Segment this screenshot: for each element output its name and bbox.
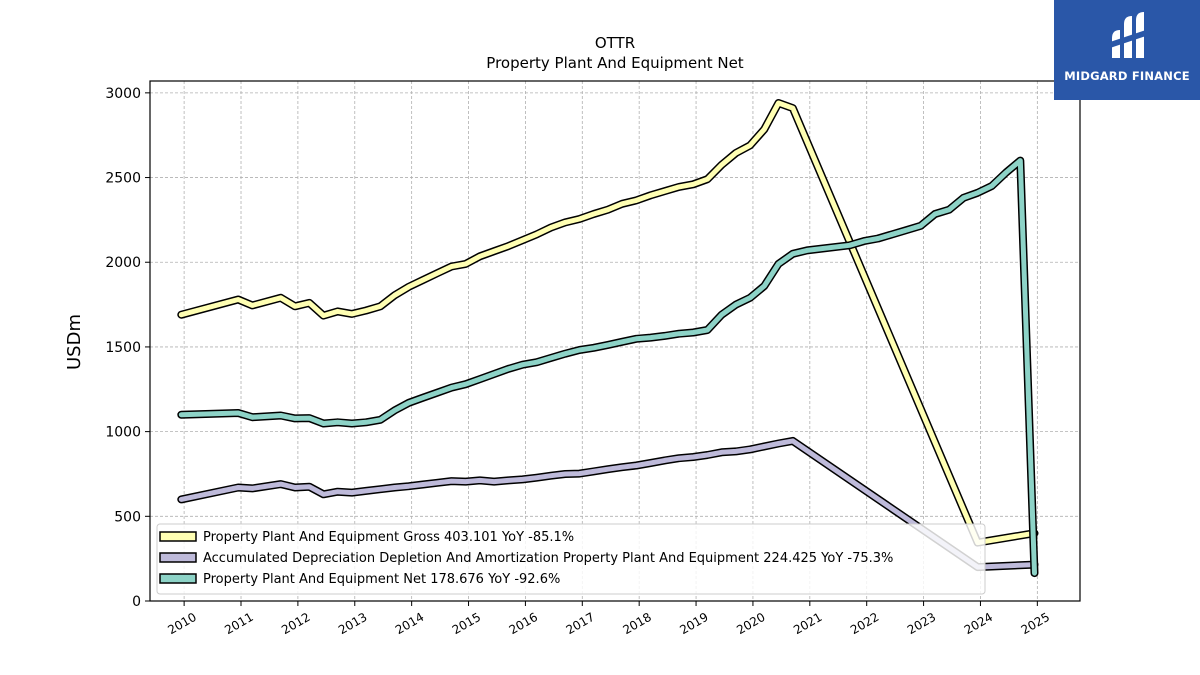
y-tick-label: 3000 [105, 86, 141, 102]
brand-mark-icon [1110, 12, 1146, 58]
series-line-outline [177, 99, 1039, 547]
series-line [178, 158, 1037, 576]
x-tick-label: 2018 [620, 610, 653, 637]
x-tick-label: 2021 [791, 610, 824, 637]
legend: Property Plant And Equipment Gross 403.1… [156, 523, 986, 595]
chart-title: OTTR [595, 34, 635, 52]
x-tick-label: 2011 [222, 610, 255, 637]
y-tick-label: 2500 [105, 171, 141, 187]
legend-swatch [159, 573, 197, 584]
legend-swatch [159, 552, 197, 563]
brand-name: MIDGARD FINANCE [1064, 69, 1190, 83]
legend-entry: Property Plant And Equipment Net 178.676… [203, 572, 560, 587]
y-tick-label: 2000 [105, 255, 141, 271]
series-line [178, 100, 1037, 546]
y-tick-label: 500 [114, 509, 141, 525]
legend-entry: Accumulated Depreciation Depletion And A… [203, 551, 893, 566]
chart-subtitle: Property Plant And Equipment Net [486, 54, 743, 72]
x-tick-label: 2016 [507, 610, 540, 637]
plot-lines [177, 99, 1039, 578]
x-tick-label: 2020 [734, 610, 767, 637]
x-tick-label: 2015 [450, 610, 483, 637]
y-tick-label: 1000 [105, 425, 141, 441]
x-tick-label: 2023 [905, 610, 938, 637]
x-tick-label: 2017 [564, 610, 597, 637]
y-axis-label: USDm [64, 314, 85, 370]
legend-swatch [159, 531, 197, 542]
plot-frame [149, 80, 1081, 602]
x-tick-label: 2019 [677, 610, 710, 637]
brand-logo: MIDGARD FINANCE [1054, 0, 1200, 100]
x-tick-label: 2014 [393, 610, 426, 637]
legend-box [156, 523, 986, 595]
legend-entry: Property Plant And Equipment Gross 403.1… [203, 530, 574, 545]
x-tick-label: 2024 [962, 610, 995, 637]
x-tick-label: 2022 [848, 610, 881, 637]
x-tick-label: 2013 [336, 610, 369, 637]
x-tick-label: 2012 [279, 610, 312, 637]
x-tick-label: 2010 [165, 610, 198, 637]
y-tick-label: 1500 [105, 340, 141, 356]
series-line [178, 438, 1037, 570]
x-tick-label: 2025 [1019, 610, 1052, 637]
y-tick-label: 0 [132, 594, 141, 610]
